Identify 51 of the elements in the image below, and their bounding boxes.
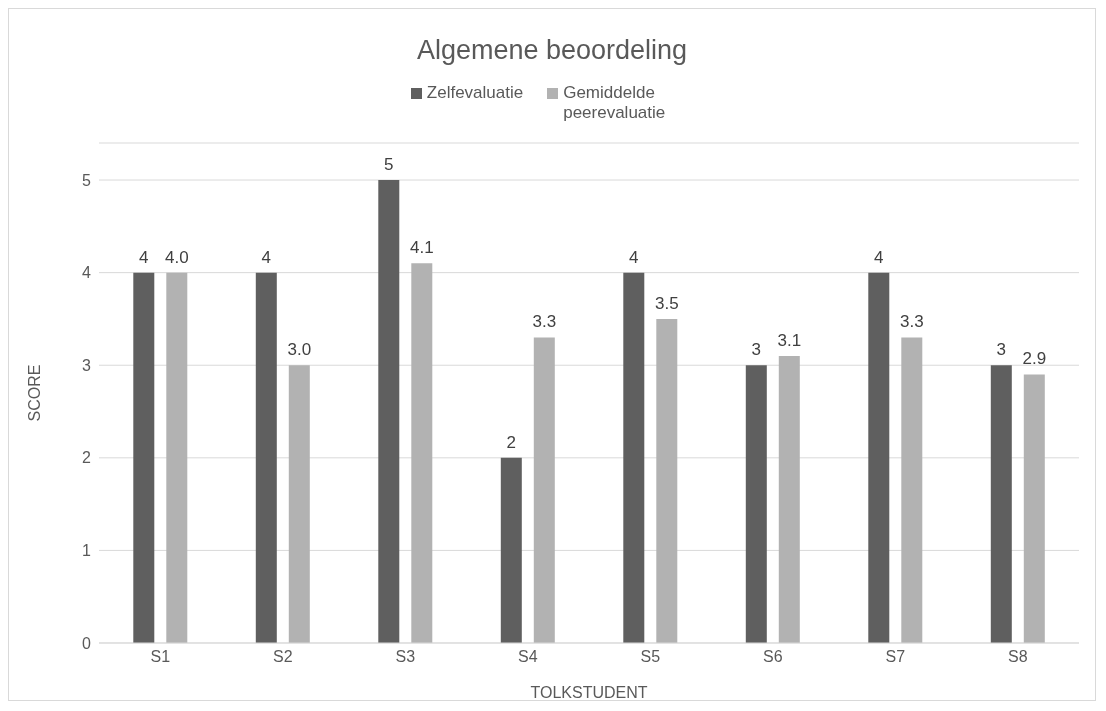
x-tick-label: S4 bbox=[517, 648, 538, 666]
data-label: 3 bbox=[751, 340, 762, 360]
data-label: 4.1 bbox=[409, 238, 434, 258]
bar bbox=[255, 272, 277, 643]
bar bbox=[288, 365, 310, 643]
bar bbox=[990, 365, 1012, 643]
x-tick-label: S7 bbox=[885, 648, 906, 666]
data-label: 3.0 bbox=[287, 340, 312, 360]
y-tick-label: 5 bbox=[82, 171, 92, 189]
data-label: 3.5 bbox=[654, 293, 679, 313]
bar bbox=[533, 337, 555, 643]
x-axis-title: TOLKSTUDENT bbox=[530, 684, 648, 701]
y-tick-label: 1 bbox=[82, 542, 92, 560]
bar bbox=[778, 355, 800, 643]
data-label: 4 bbox=[874, 247, 884, 267]
bar bbox=[868, 272, 890, 643]
bar bbox=[1023, 374, 1045, 643]
bar bbox=[901, 337, 923, 643]
x-tick-label: S8 bbox=[1007, 648, 1028, 666]
y-tick-label: 2 bbox=[82, 449, 92, 467]
data-label: 3 bbox=[996, 340, 1007, 360]
data-label: 4 bbox=[629, 247, 639, 267]
x-tick-label: S2 bbox=[272, 648, 293, 666]
bar bbox=[133, 272, 155, 643]
data-label: 4.0 bbox=[164, 247, 189, 267]
legend-label: Zelfevaluatie bbox=[426, 83, 524, 103]
x-tick-label: S1 bbox=[150, 648, 171, 666]
bar bbox=[378, 180, 400, 643]
data-label: 3.1 bbox=[777, 330, 802, 350]
data-label: 3.3 bbox=[532, 312, 557, 332]
y-tick-label: 3 bbox=[82, 356, 92, 374]
x-tick-label: S3 bbox=[395, 648, 416, 666]
bar bbox=[166, 272, 188, 643]
data-label: 3.3 bbox=[899, 312, 924, 332]
bar bbox=[656, 318, 678, 643]
data-label: 4 bbox=[139, 247, 149, 267]
bar bbox=[623, 272, 645, 643]
bar bbox=[500, 457, 522, 643]
bar bbox=[411, 263, 433, 643]
chart-title: Algemene beoordeling bbox=[415, 34, 689, 67]
y-tick-label: 0 bbox=[82, 634, 92, 652]
y-tick-label: 4 bbox=[82, 264, 92, 282]
data-label: 2.9 bbox=[1022, 349, 1047, 369]
x-tick-label: S5 bbox=[640, 648, 661, 666]
x-tick-label: S6 bbox=[762, 648, 783, 666]
data-label: 4 bbox=[261, 247, 272, 267]
legend-label: Gemiddelde peerevaluatie bbox=[563, 83, 667, 123]
data-label: 5 bbox=[384, 155, 394, 175]
bar bbox=[745, 365, 767, 643]
y-axis-title: SCORE bbox=[25, 364, 43, 422]
data-label: 2 bbox=[506, 432, 517, 452]
